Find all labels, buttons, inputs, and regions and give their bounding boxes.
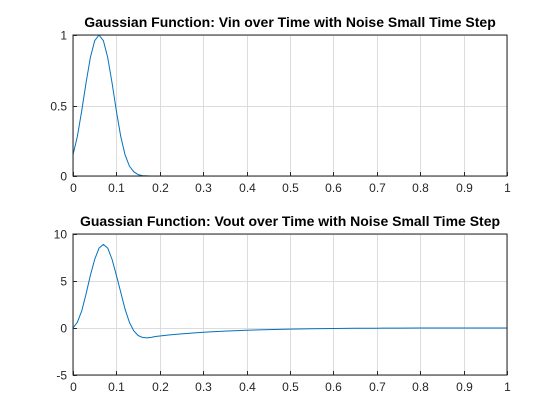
vin-x-tick-label: 0.1 xyxy=(108,181,125,195)
vout-y-tick-label: 5 xyxy=(60,275,67,289)
vout-x-tick-label: 0.9 xyxy=(456,380,473,394)
vin-chart-title: Gaussian Function: Vin over Time with No… xyxy=(84,14,496,30)
vin-x-tick-label: 0.7 xyxy=(369,181,386,195)
vin-x-tick-label: 0 xyxy=(70,181,77,195)
vout-x-tick-label: 0.6 xyxy=(325,380,342,394)
vin-x-tick-label: 0.5 xyxy=(282,181,299,195)
vout-x-tick-label: 0.2 xyxy=(152,380,169,394)
vout-curve-group xyxy=(72,243,507,339)
vout-x-tick-label: 0.8 xyxy=(412,380,429,394)
vout-y-ticks: -5 0 5 10 xyxy=(54,228,77,383)
vout-x-tick-label: 0 xyxy=(70,380,77,394)
vin-x-tick-label: 0.3 xyxy=(195,181,212,195)
vin-x-ticks: 0 0.1 0.2 0.3 0.4 0.5 0.6 0.7 0.8 0.9 1 xyxy=(70,172,511,195)
vout-x-tick-label: 1 xyxy=(504,380,511,394)
vin-y-ticks: 00.51 xyxy=(50,29,77,184)
vin-x-tick-label: 0.8 xyxy=(412,181,429,195)
vin-x-tick-label: 0.6 xyxy=(325,181,342,195)
vin-y-tick-label: 0.5 xyxy=(50,100,67,114)
vin-x-tick-label: 0.2 xyxy=(152,181,169,195)
vin-x-tick-label: 0.9 xyxy=(456,181,473,195)
vin-y-tick-label: 1 xyxy=(60,29,67,43)
vin-x-tick-label: 0.4 xyxy=(239,181,256,195)
vout-y-tick-label: 0 xyxy=(60,322,67,336)
vout-y-tick-label: -5 xyxy=(56,369,67,383)
vout-series-line xyxy=(72,243,507,339)
vout-x-tick-label: 0.1 xyxy=(108,380,125,394)
vout-x-tick-label: 0.3 xyxy=(195,380,212,394)
vout-x-tick-label: 0.4 xyxy=(239,380,256,394)
vin-plot: 0 0.1 0.2 0.3 0.4 0.5 0.6 0.7 0.8 0.9 1 00.51 Gaus… xyxy=(50,14,511,195)
vout-x-tick-label: 0.5 xyxy=(282,380,299,394)
vout-chart-title: Guassian Function: Vout over Time with N… xyxy=(80,213,500,229)
vin-x-tick-label: 1 xyxy=(504,181,511,195)
vin-y-tick-label: 0 xyxy=(60,170,67,184)
vout-x-ticks: 0 0.1 0.2 0.3 0.4 0.5 0.6 0.7 0.8 0.9 1 xyxy=(70,371,511,394)
vout-y-tick-label: 10 xyxy=(54,228,68,242)
vout-x-tick-label: 0.7 xyxy=(369,380,386,394)
